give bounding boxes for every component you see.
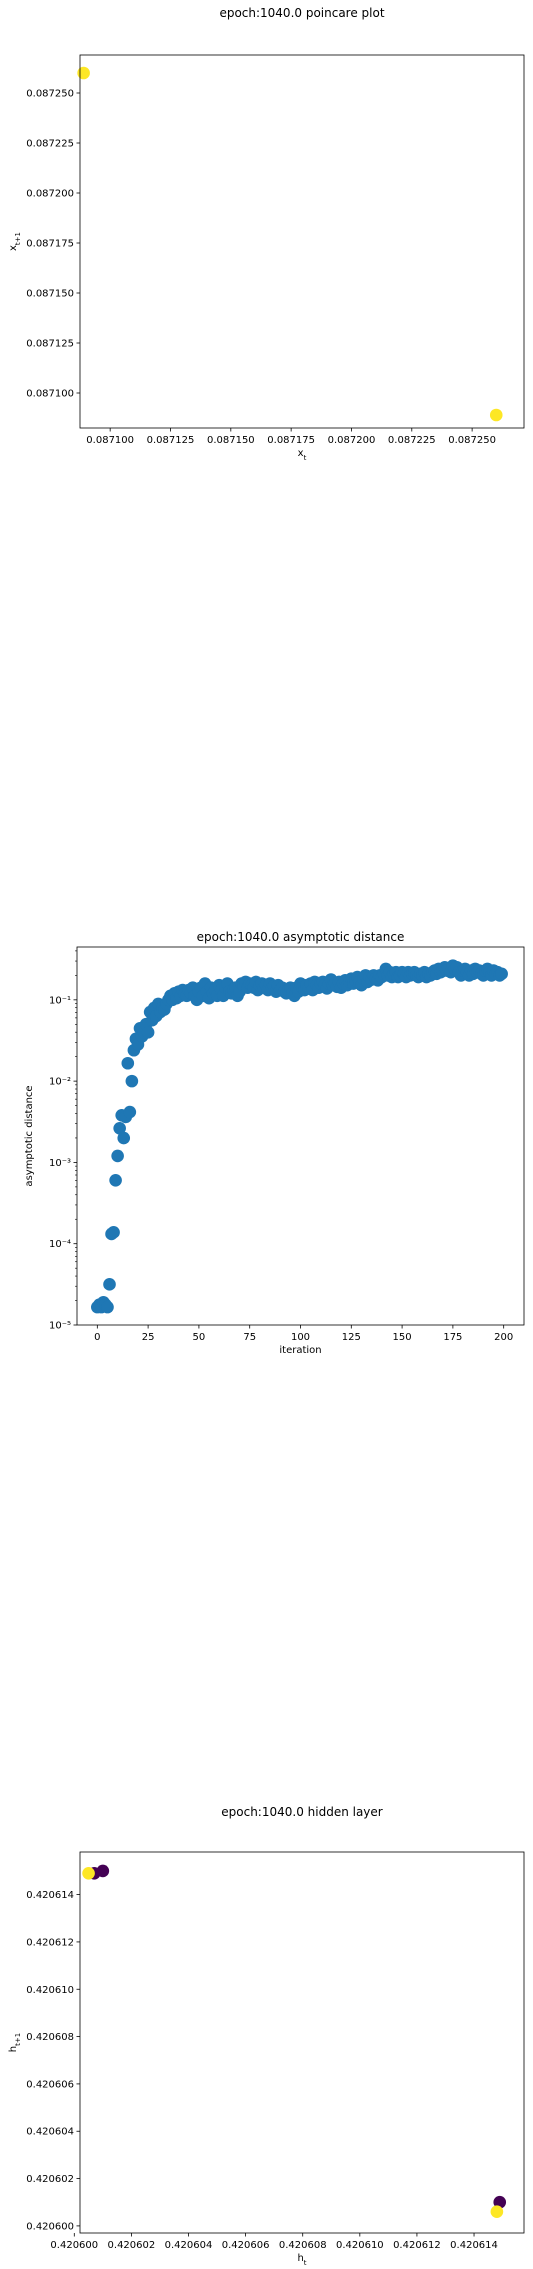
data-point	[103, 1278, 116, 1291]
x-tick-label: 0.087125	[147, 435, 195, 446]
x-tick-label: 0.420608	[279, 2240, 327, 2251]
data-point	[121, 1057, 134, 1070]
x-axis-label: iteration	[279, 1345, 321, 1356]
y-tick-label: 10⁻¹	[49, 995, 71, 1006]
x-tick-label: 0.420614	[450, 2240, 498, 2251]
x-tick-label: 0.087150	[207, 435, 255, 446]
y-tick-label: 10⁻⁵	[49, 1321, 71, 1332]
x-tick-label: 0.420604	[165, 2240, 213, 2251]
y-tick-label: 0.420606	[26, 2079, 74, 2090]
y-axis-label: xt+1	[8, 232, 22, 251]
chart-title: epoch:1040.0 asymptotic distance	[197, 930, 405, 944]
y-tick-label: 10⁻⁴	[49, 1239, 71, 1250]
y-tick-label: 0.420612	[26, 1937, 74, 1948]
data-point	[117, 1132, 130, 1145]
x-tick-label: 0.420610	[336, 2240, 384, 2251]
y-tick-label: 0.420604	[26, 2127, 74, 2138]
x-tick-label: 0	[94, 1332, 100, 1343]
y-tick-label: 0.420608	[26, 2032, 74, 2043]
plot-frame	[77, 947, 524, 1325]
y-tick-label: 0.087200	[26, 189, 74, 200]
y-tick-label: 0.087100	[26, 389, 74, 400]
x-tick-label: 100	[291, 1332, 310, 1343]
y-tick-label: 0.087225	[26, 139, 74, 150]
y-axis-label: asymptotic distance	[24, 1085, 35, 1186]
x-tick-label: 25	[142, 1332, 155, 1343]
x-tick-label: 175	[443, 1332, 462, 1343]
x-tick-label: 0.087225	[388, 435, 436, 446]
data-point	[101, 1301, 114, 1314]
data-point	[77, 67, 90, 80]
x-axis-label: ht	[297, 2253, 306, 2267]
x-tick-label: 200	[494, 1332, 513, 1343]
x-tick-label: 0.087100	[86, 435, 134, 446]
y-tick-label: 0.087175	[26, 239, 74, 250]
x-axis-label: xt	[298, 448, 307, 462]
data-point	[109, 1174, 122, 1187]
data-point	[491, 2205, 504, 2218]
y-tick-label: 10⁻³	[49, 1158, 71, 1169]
x-tick-label: 0.087250	[448, 435, 496, 446]
y-axis-label: ht+1	[8, 2033, 22, 2052]
chart-title: epoch:1040.0 hidden layer	[221, 1805, 383, 1819]
x-tick-label: 0.087200	[328, 435, 376, 446]
x-tick-label: 0.420606	[222, 2240, 270, 2251]
x-tick-label: 50	[193, 1332, 206, 1343]
chart-2: epoch:1040.0 asymptotic distance 0 25 50 75 1…	[24, 930, 524, 1356]
y-tick-label: 0.420602	[26, 2174, 74, 2185]
x-tick-label: 0.087175	[267, 435, 315, 446]
y-tick-label: 0.087250	[26, 89, 74, 100]
data-point	[142, 1026, 155, 1039]
chart-3: epoch:1040.0 hidden layer 0.420600 0.42060…	[8, 1805, 524, 2267]
chart-title: epoch:1040.0 poincare plot	[219, 6, 384, 20]
plot-frame	[80, 1852, 524, 2233]
y-tick-label: 0.420610	[26, 1985, 74, 1996]
y-tick-label: 0.420600	[26, 2221, 74, 2232]
x-tick-label: 125	[342, 1332, 361, 1343]
data-point	[124, 1106, 137, 1119]
x-tick-label: 0.420612	[393, 2240, 441, 2251]
x-tick-label: 75	[243, 1332, 256, 1343]
plot-frame	[80, 55, 524, 428]
data-point	[107, 1226, 120, 1239]
data-point	[495, 968, 508, 981]
y-tick-label: 0.087150	[26, 289, 74, 300]
data-point	[490, 409, 503, 422]
x-tick-label: 0.420602	[108, 2240, 156, 2251]
x-tick-label: 0.420600	[50, 2240, 98, 2251]
y-tick-label: 10⁻²	[49, 1077, 71, 1088]
y-tick-label: 0.420614	[26, 1890, 74, 1901]
chart-1: epoch:1040.0 poincare plot 0.087100 0.0871…	[8, 6, 524, 462]
y-tick-label: 0.087125	[26, 339, 74, 350]
data-point	[111, 1150, 124, 1163]
data-point	[126, 1075, 139, 1088]
data-point	[82, 1867, 95, 1880]
x-tick-label: 150	[393, 1332, 412, 1343]
